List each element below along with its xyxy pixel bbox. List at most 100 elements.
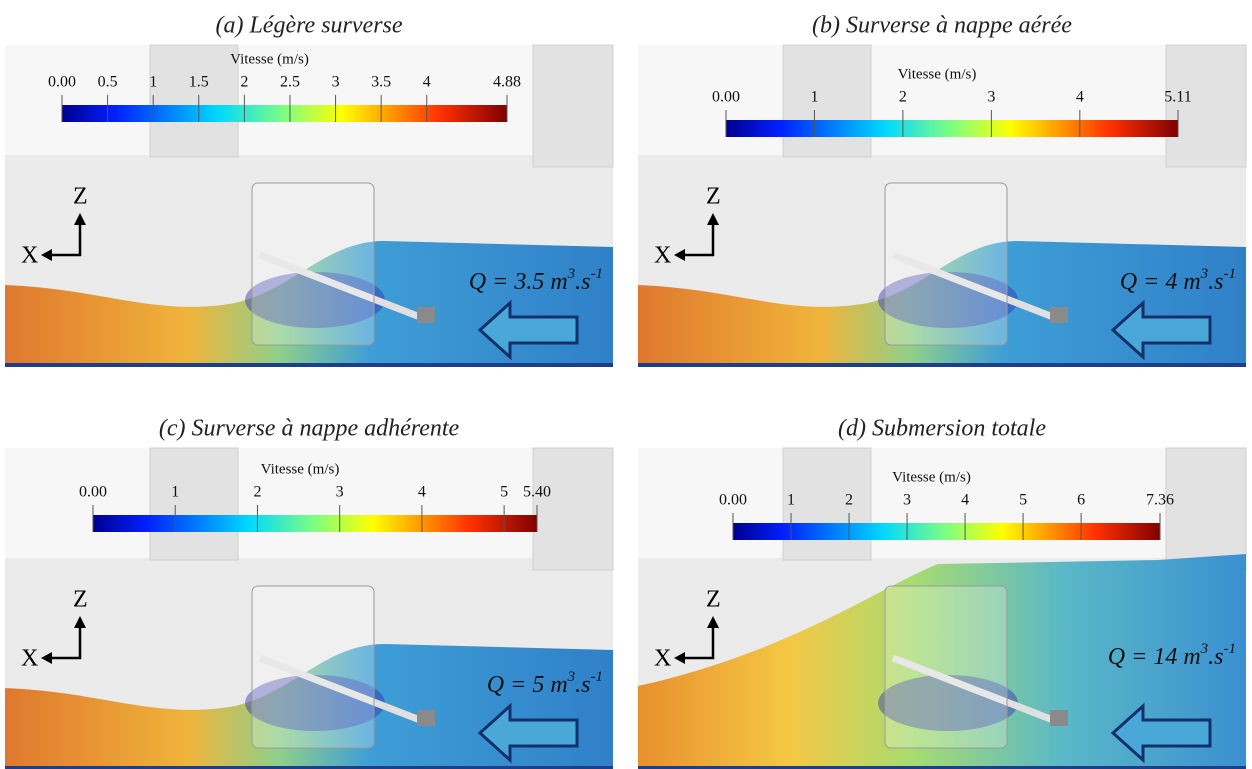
panel-title: (c) Surverse à nappe adhérente	[159, 416, 460, 442]
vortex	[245, 272, 385, 328]
flow-label-part: .s	[575, 672, 590, 698]
gate	[417, 307, 435, 323]
water-surface	[5, 241, 613, 367]
flow-arrow	[1110, 702, 1212, 764]
colorbar-tick-label: 4	[1076, 89, 1084, 106]
axis-x-label: X	[21, 646, 38, 672]
colorbar-tick-label: 2	[899, 89, 907, 106]
vortex	[878, 272, 1018, 328]
flow-label-part: -1	[1224, 266, 1237, 282]
axis-z-label: Z	[706, 587, 721, 613]
weir	[891, 251, 1055, 321]
pillar	[1165, 44, 1247, 168]
box	[251, 585, 375, 749]
floor	[5, 766, 613, 769]
arrowhead	[41, 213, 86, 261]
colorbar-tick-label: 5.11	[1164, 89, 1191, 106]
colorbar-tick-label: 6	[1077, 492, 1085, 509]
pillar	[1165, 447, 1247, 571]
colorbar-label: Vitesse (m/s)	[261, 461, 340, 477]
pillar	[149, 44, 239, 158]
colorbar-tick-label: 1.5	[189, 74, 209, 91]
flow-arrow	[1110, 299, 1212, 361]
axes-icon	[683, 223, 715, 257]
colorbar-tick-label: 1	[810, 89, 818, 106]
axis-z-label: Z	[73, 184, 88, 210]
weir	[258, 654, 422, 724]
pillar	[782, 44, 872, 158]
colorbar-tick-label: 4	[423, 74, 431, 91]
axes-icon	[50, 626, 82, 660]
colorbar-tick-label: 0.00	[48, 74, 76, 91]
axes-icon	[683, 626, 715, 660]
colorbar-tick-label: 4.88	[493, 74, 521, 91]
water-surface	[638, 241, 1246, 367]
gate	[1050, 710, 1068, 726]
panel-title: (d) Submersion totale	[838, 416, 1046, 442]
weir	[258, 251, 422, 321]
flow-arrow	[477, 299, 579, 361]
gate	[1050, 307, 1068, 323]
flow-label-part: .s	[575, 269, 590, 295]
box	[884, 182, 1008, 346]
colorbar-tick-label: 0.00	[712, 89, 740, 106]
floor	[638, 766, 1246, 769]
axis-z-label: Z	[73, 587, 88, 613]
flow-label: Q = 14 m3.s-1	[1108, 641, 1236, 669]
colorbar-label: Vitesse (m/s)	[898, 66, 977, 82]
arrowhead	[674, 616, 719, 664]
flow-label-part: Q = 5 m	[487, 672, 568, 698]
colorbar-tick-label: 2.5	[280, 74, 300, 91]
box	[251, 182, 375, 346]
arrowhead	[41, 616, 86, 664]
colorbar-tick-label: 5	[1019, 492, 1027, 509]
flow-label-part: .s	[1208, 269, 1223, 295]
flow-label-part: 3	[567, 669, 576, 685]
wall	[5, 45, 613, 155]
flow-label-part: 3	[1200, 641, 1209, 657]
flow-label: Q = 5 m3.s-1	[487, 669, 603, 697]
flow-label-part: 3	[1200, 266, 1209, 282]
flow-label-part: 3	[567, 266, 576, 282]
vortex	[245, 675, 385, 731]
colorbar-tick-label: 7.36	[1146, 492, 1174, 509]
colorbar	[726, 120, 1178, 137]
colorbar-tick-label: 4	[418, 484, 426, 501]
flow-label-part: -1	[591, 266, 604, 282]
flow-label-part: .s	[1208, 644, 1223, 670]
colorbar-tick-label: 3	[336, 484, 344, 501]
colorbar-tick-label: 4	[961, 492, 969, 509]
axis-x-label: X	[654, 243, 671, 269]
flow-label: Q = 3.5 m3.s-1	[469, 266, 603, 294]
colorbar-tick-label: 0.00	[79, 484, 107, 501]
wall	[5, 448, 613, 558]
colorbar-tick-label: 0.5	[98, 74, 118, 91]
colorbar	[62, 105, 507, 122]
flow-label-part: -1	[1224, 641, 1237, 657]
colorbar-label: Vitesse (m/s)	[892, 469, 971, 485]
colorbar	[93, 515, 537, 532]
colorbar-tick-label: 1	[787, 492, 795, 509]
flow-label-part: Q = 3.5 m	[469, 269, 568, 295]
water-surface	[638, 554, 1246, 769]
colorbar-tick-label: 5	[500, 484, 508, 501]
pillar	[532, 447, 614, 571]
flow-label-part: -1	[591, 669, 604, 685]
flow-label-part: Q = 14 m	[1108, 644, 1201, 670]
colorbar-tick-label: 1	[171, 484, 179, 501]
colorbar-tick-label: 1	[149, 74, 157, 91]
colorbar-tick-label: 3	[903, 492, 911, 509]
vortex	[878, 675, 1018, 731]
colorbar-tick-label: 2	[845, 492, 853, 509]
colorbar-tick-label: 3.5	[371, 74, 391, 91]
floor	[5, 363, 613, 367]
panel-title: (a) Légère surverse	[215, 13, 402, 39]
colorbar-tick-label: 0.00	[719, 492, 747, 509]
flow-label-part: Q = 4 m	[1120, 269, 1201, 295]
floor	[638, 363, 1246, 367]
